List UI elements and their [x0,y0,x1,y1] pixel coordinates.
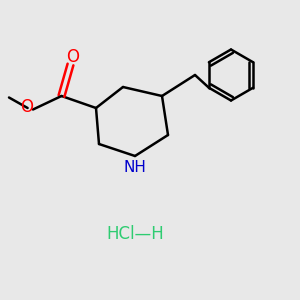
Text: O: O [66,48,80,66]
Text: O: O [20,98,34,116]
Text: NH: NH [124,160,146,175]
Text: HCl—H: HCl—H [106,225,164,243]
